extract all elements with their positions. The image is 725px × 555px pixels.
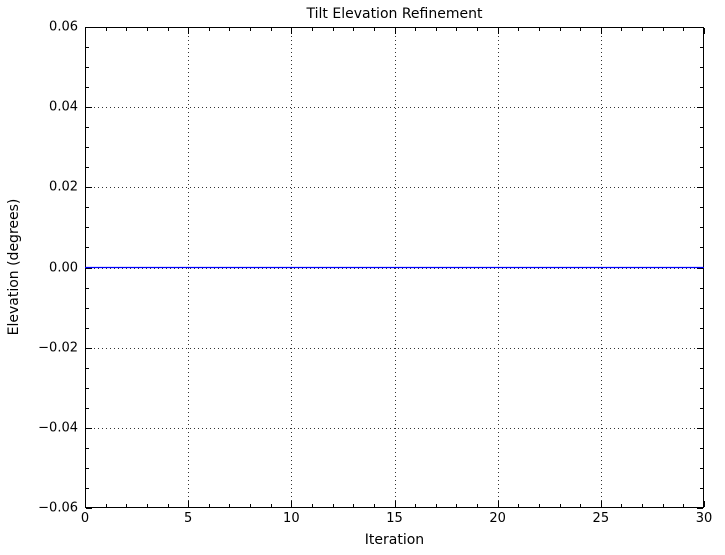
x-tick-label: 25 <box>592 511 610 526</box>
y-tick-label: 0.00 <box>49 260 78 275</box>
x-axis-label: Iteration <box>364 532 425 548</box>
y-tick-label: 0.04 <box>49 99 78 115</box>
y-tick-label: 0.02 <box>49 179 78 195</box>
grid-lines <box>86 28 703 507</box>
y-tick-label: −0.02 <box>38 340 78 356</box>
x-tick-label: 5 <box>184 511 193 526</box>
x-tick-label: 20 <box>489 511 506 526</box>
axis-ticks <box>85 27 705 509</box>
x-tick-label: 10 <box>283 511 300 526</box>
y-tick-label: −0.06 <box>38 500 78 516</box>
x-tick-label: 15 <box>386 511 403 526</box>
y-tick-label: −0.04 <box>38 420 78 436</box>
chart-title: Tilt Elevation Refinement <box>306 6 483 22</box>
y-tick-label: 0.06 <box>49 19 78 35</box>
x-tick-label: 30 <box>695 511 713 526</box>
y-axis-label: Elevation (degrees) <box>6 198 22 336</box>
x-tick-label: 0 <box>80 511 90 526</box>
